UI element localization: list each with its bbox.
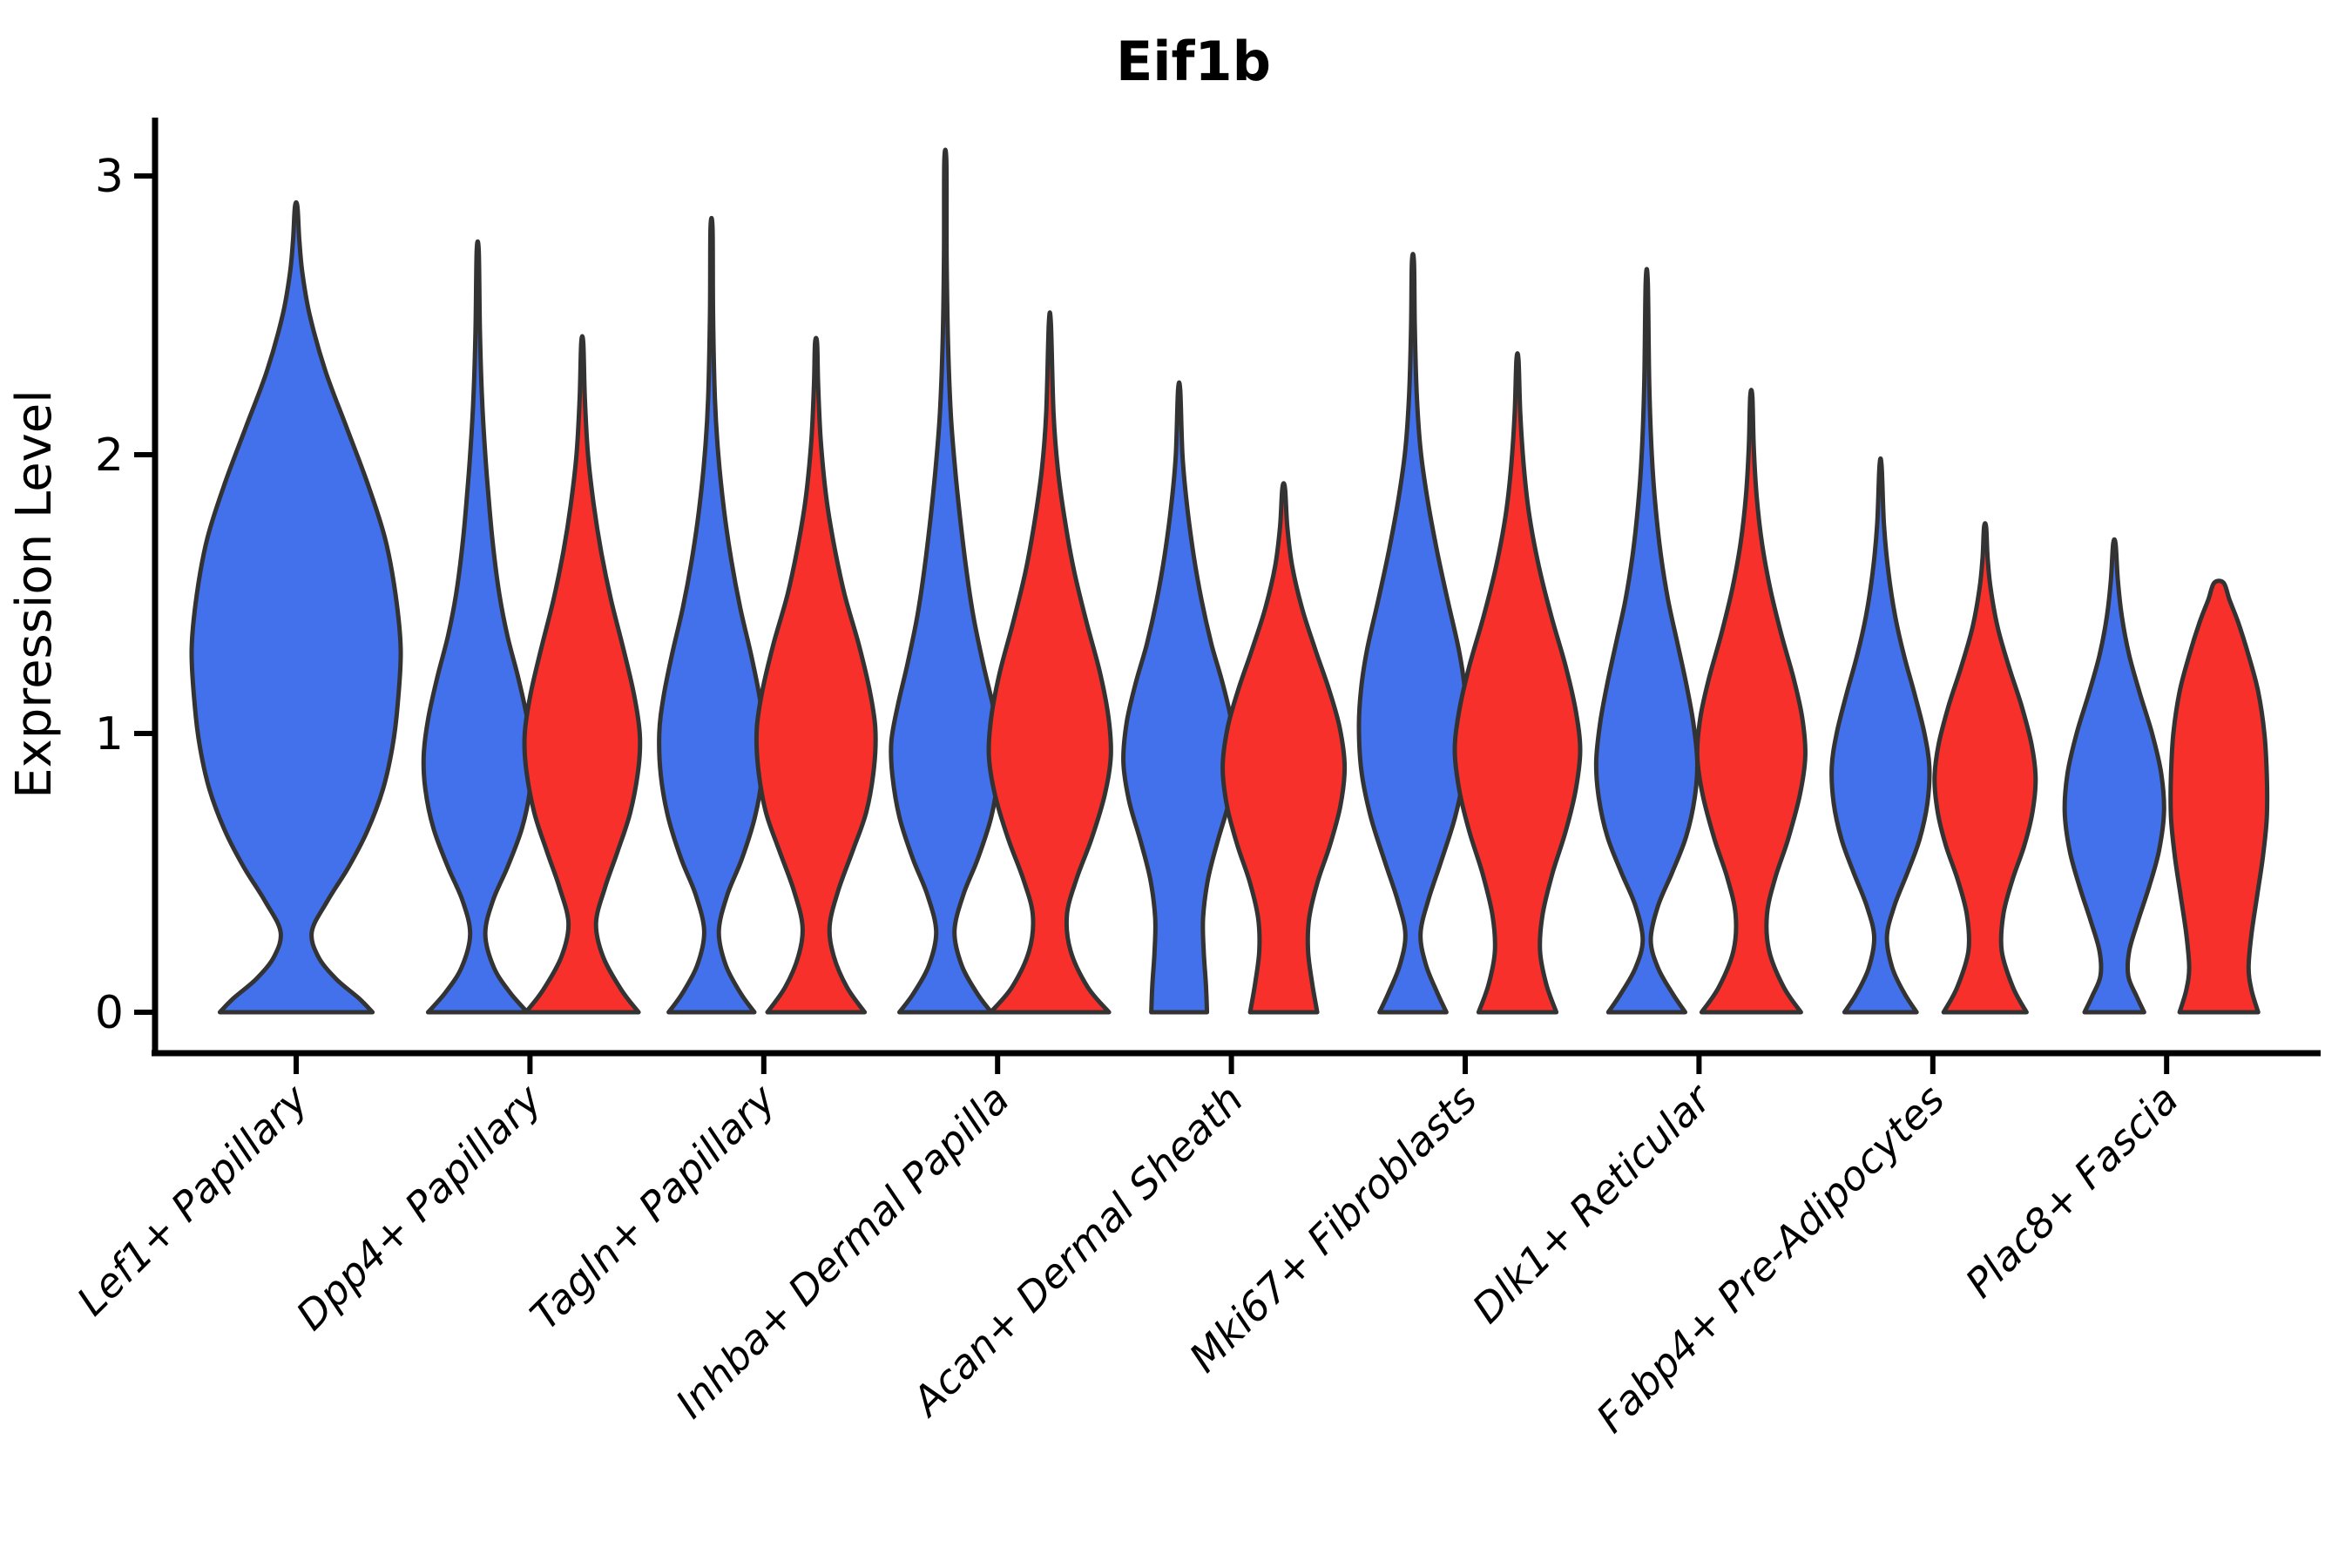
violin-mki67-fibroblasts-red — [1452, 351, 1583, 1015]
y-tick-label-2: 2 — [95, 429, 124, 482]
x-tick-label-lef1-papillary: Lef1+ Papillary — [68, 1075, 317, 1324]
chart-title: Eif1b — [1116, 30, 1271, 93]
violin-plac8-fascia-red — [2168, 578, 2270, 1015]
y-tick-label-0: 0 — [95, 987, 124, 1039]
violin-lef1-papillary-blue — [189, 199, 403, 1015]
violin-acan-dermal-sheath-red — [1220, 481, 1348, 1015]
violin-dpp4-papillary-blue — [421, 239, 535, 1015]
y-tick-label-3: 3 — [95, 151, 124, 203]
violin-dpp4-papillary-red — [522, 334, 643, 1015]
y-ticks-layer: 0 1 2 3 — [95, 151, 155, 1039]
x-tick-label-dpp4-papillary: Dpp4+ Papillary — [287, 1075, 551, 1339]
violin-inhba-dermal-papilla-red — [986, 310, 1113, 1015]
y-tick-label-1: 1 — [95, 708, 124, 760]
violin-mki67-fibroblasts-blue — [1356, 252, 1470, 1015]
violin-tagln-papillary-blue — [657, 215, 767, 1015]
violin-fabp4-pre-adipocytes-blue — [1829, 456, 1932, 1015]
x-tick-label-plac8-fascia: Plac8+ Fascia — [1957, 1076, 2187, 1307]
violin-tagln-papillary-red — [754, 335, 878, 1015]
violin-dlk1-reticular-blue — [1593, 267, 1700, 1015]
violin-plac8-fascia-blue — [2062, 537, 2166, 1015]
y-axis-label: Expression Level — [6, 389, 63, 799]
violin-acan-dermal-sheath-blue — [1121, 380, 1238, 1015]
violin-dlk1-reticular-red — [1694, 388, 1808, 1015]
violin-inhba-dermal-papilla-blue — [889, 147, 1003, 1015]
x-tick-label-dlk1-reticular: Dlk1+ Reticular — [1463, 1073, 1722, 1332]
violin-fabp4-pre-adipocytes-red — [1932, 521, 2038, 1015]
violins-layer — [189, 147, 2270, 1015]
x-tick-label-tagln-papillary: Tagln+ Papillary — [521, 1075, 785, 1339]
